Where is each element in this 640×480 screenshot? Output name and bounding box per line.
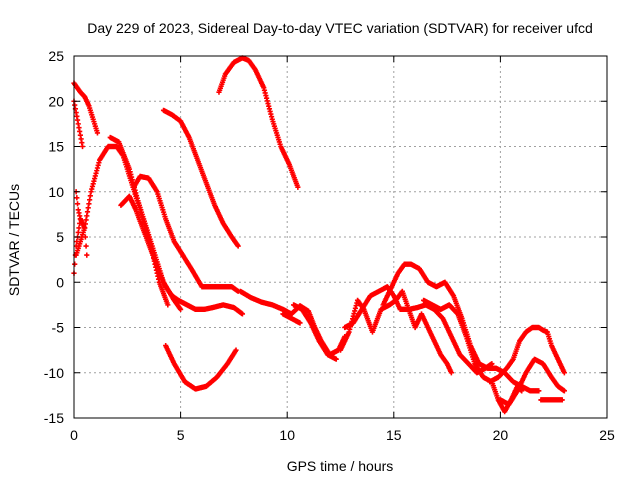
data-point [75, 229, 81, 236]
data-point [233, 347, 239, 353]
y-tick-label: 10 [48, 184, 64, 200]
y-tick-label: -10 [44, 365, 64, 381]
series-arc-13 [290, 302, 339, 362]
y-tick-label: 5 [56, 229, 64, 245]
data-point [297, 320, 303, 326]
data-point [84, 252, 90, 258]
x-tick-label: 15 [386, 427, 402, 443]
y-tick-label: 15 [48, 139, 64, 155]
series-arc-14 [280, 311, 303, 326]
y-axis-label: SDTVAR / TECUs [6, 184, 22, 296]
series-arc-21 [538, 397, 565, 403]
y-tick-label: 25 [48, 48, 64, 64]
data-point [178, 306, 184, 312]
data-point [561, 388, 567, 394]
data-point [295, 184, 301, 190]
data-point [536, 388, 542, 394]
series-arc-2 [71, 98, 86, 150]
x-axis-label: GPS time / hours [287, 458, 394, 474]
x-tick-label: 20 [493, 427, 509, 443]
data-point [235, 243, 241, 249]
data-point [489, 361, 495, 367]
data-point [94, 130, 101, 136]
y-tick-label: 20 [48, 93, 64, 109]
chart-title: Day 229 of 2023, Sidereal Day-to-day VTE… [87, 20, 593, 36]
data-point [239, 311, 246, 317]
series-arc-4 [73, 189, 83, 222]
data-point [74, 201, 81, 207]
data-point [559, 397, 565, 403]
series-arc-5 [73, 143, 171, 308]
data-point [83, 243, 89, 249]
data-points [71, 55, 567, 415]
data-point [74, 195, 80, 201]
series-arc-18 [421, 297, 525, 415]
series-arc-7 [118, 193, 246, 317]
y-tick-label: -5 [52, 320, 65, 336]
axis-ticks: 0 5 10 15 20 25 -15 -10 -5 0 5 10 15 20 25 [44, 48, 615, 443]
x-tick-label: 25 [599, 427, 615, 443]
data-point [448, 370, 454, 376]
data-point [72, 261, 78, 267]
data-point [76, 225, 82, 231]
grid-lines [74, 56, 607, 418]
data-point [333, 356, 339, 362]
series-arc-10 [160, 107, 241, 249]
x-tick-label: 5 [177, 427, 185, 443]
data-point [165, 302, 171, 308]
series-arc-12 [237, 288, 348, 358]
data-point [79, 143, 86, 150]
series-arc-19 [487, 324, 567, 385]
series-arc-20 [497, 356, 567, 408]
series-arc-16 [337, 288, 454, 376]
x-tick-label: 10 [279, 427, 295, 443]
series-arc-11 [216, 55, 301, 190]
series-arc-8 [131, 173, 241, 294]
series-arc-6 [107, 134, 184, 312]
y-tick-label: -15 [44, 410, 64, 426]
y-tick-label: 0 [56, 274, 64, 290]
x-tick-label: 0 [70, 427, 78, 443]
series-arc-9 [163, 343, 239, 392]
data-point [77, 216, 83, 222]
data-point [561, 370, 567, 376]
